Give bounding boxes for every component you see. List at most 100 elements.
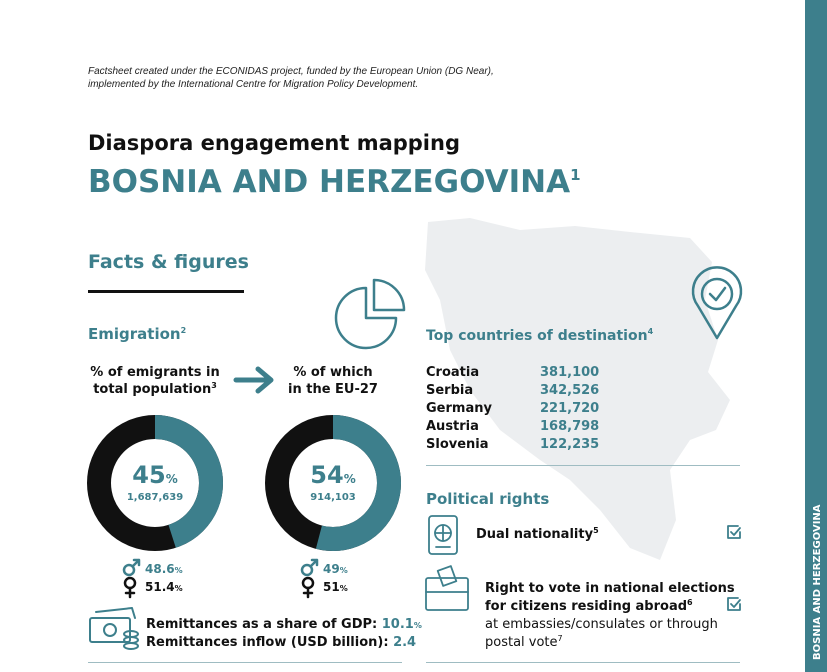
female-icon <box>301 576 315 599</box>
remittance: Remittances inflow (USD billion): 2.4 <box>146 635 416 650</box>
male-share: 49% <box>323 562 348 576</box>
sup: 4 <box>648 327 654 336</box>
title-text: for citizens residing abroad <box>485 599 687 614</box>
side-tab <box>805 0 827 672</box>
remittance-label: Remittances inflow (USD billion): <box>146 635 389 650</box>
male-icon <box>122 558 141 577</box>
female-share: 51.4% <box>145 580 183 594</box>
country: Slovenia <box>426 437 489 452</box>
icon-part <box>131 558 141 568</box>
male-icon <box>300 558 319 577</box>
panel-label: % of emigrants in <box>90 365 219 380</box>
title-text: BOSNIA AND HERZEGOVINA <box>88 164 570 200</box>
percent-value: 54 <box>310 461 343 489</box>
icon-part <box>727 597 741 611</box>
divider <box>88 290 244 293</box>
remittance-value: 2.4 <box>393 635 416 650</box>
donut-count: 914,103 <box>310 492 356 503</box>
icon-part <box>123 576 137 590</box>
icon-part <box>301 576 315 590</box>
icon-part <box>300 563 314 577</box>
rights-list: Dual nationality5 Right to vote in nation… <box>476 525 741 650</box>
donut-share <box>87 415 223 551</box>
unit: % <box>175 584 183 593</box>
country: Austria <box>426 419 479 434</box>
value: 48.6 <box>145 562 175 576</box>
title-text: Right to vote in national elections <box>485 581 735 596</box>
icon-part <box>124 586 136 599</box>
emigrant-count: 122,235 <box>540 437 599 452</box>
sup: 5 <box>593 526 599 535</box>
title: BOSNIA AND HERZEGOVINA1 <box>88 164 581 200</box>
value: 51.4 <box>145 580 175 594</box>
donut-percent: 54% <box>310 461 355 489</box>
right-detail: at embassies/consulates or through <box>485 617 718 632</box>
donut-count: 1,687,639 <box>127 492 183 503</box>
unit: % <box>340 566 348 575</box>
divider <box>426 465 740 466</box>
right-title: Dual nationality5 <box>476 526 599 542</box>
donut-percent: 45% <box>132 461 177 489</box>
map-silhouette <box>425 218 730 560</box>
sup: 7 <box>558 634 563 643</box>
icon-part <box>730 599 741 608</box>
icon-part <box>309 558 319 568</box>
detail-text: postal vote <box>485 635 558 650</box>
kicker: Diaspora engagement mapping <box>88 131 460 155</box>
value: 49 <box>323 562 340 576</box>
icon-part <box>122 563 136 577</box>
right-detail: postal vote7 <box>485 634 563 650</box>
divider <box>88 662 402 663</box>
country: Serbia <box>426 383 473 398</box>
section-heading: Top countries of destination4 <box>426 327 654 344</box>
sup: 1 <box>570 166 580 184</box>
icon-part <box>302 586 314 599</box>
unit: % <box>344 472 356 486</box>
donut-share <box>265 415 401 551</box>
remittance-value: 10.1 <box>382 617 414 632</box>
unit: % <box>166 472 178 486</box>
female-icon <box>123 576 137 599</box>
note: implemented by the International Centre … <box>88 79 418 90</box>
female-share: 51% <box>323 580 348 594</box>
ballot-icon <box>425 565 469 611</box>
title-text: Dual nationality <box>476 527 594 542</box>
panel-label: in the EU-27 <box>288 382 378 397</box>
check-icon <box>727 525 741 539</box>
label-text: in the EU-27 <box>288 382 378 397</box>
label-text: % of emigrants in <box>90 365 219 380</box>
detail-text: at embassies/consulates or through <box>485 617 718 632</box>
destination-table: Croatia 381,100 Serbia 342,526 Germany 221,72… <box>426 365 599 452</box>
note: Factsheet created under the ECONIDAS pro… <box>88 66 494 77</box>
panel-label: % of which <box>293 365 372 380</box>
side-tab-label: BOSNIA AND HERZEGOVINA <box>812 504 823 660</box>
arrow-icon <box>233 366 274 394</box>
pie-icon <box>334 278 406 350</box>
icon-part <box>730 527 741 536</box>
right-title: Right to vote in national elections <box>485 581 735 596</box>
sup: 2 <box>181 326 187 335</box>
right-title: for citizens residing abroad6 <box>485 598 693 614</box>
percent-value: 45 <box>132 461 165 489</box>
sup: 3 <box>211 381 217 390</box>
money-icon <box>89 607 139 650</box>
emigrant-count: 168,798 <box>540 419 599 434</box>
label-text: % of which <box>293 365 372 380</box>
divider <box>426 662 740 663</box>
panel-label: total population3 <box>93 381 217 397</box>
emigrant-count: 381,100 <box>540 365 599 380</box>
remittance: Remittances as a share of GDP: 10.1% <box>146 617 422 632</box>
unit: % <box>414 621 422 630</box>
pin-icon <box>691 266 743 340</box>
heading-text: Emigration <box>88 325 181 343</box>
emigrant-count: 342,526 <box>540 383 599 398</box>
remittance-label: Remittances as a share of GDP: <box>146 617 377 632</box>
value: 51 <box>323 580 340 594</box>
male-share: 48.6% <box>145 562 183 576</box>
emigrant-count: 221,720 <box>540 401 599 416</box>
check-icon <box>727 597 741 611</box>
section-heading: Emigration2 <box>88 325 186 343</box>
label-text: total population <box>93 382 211 397</box>
